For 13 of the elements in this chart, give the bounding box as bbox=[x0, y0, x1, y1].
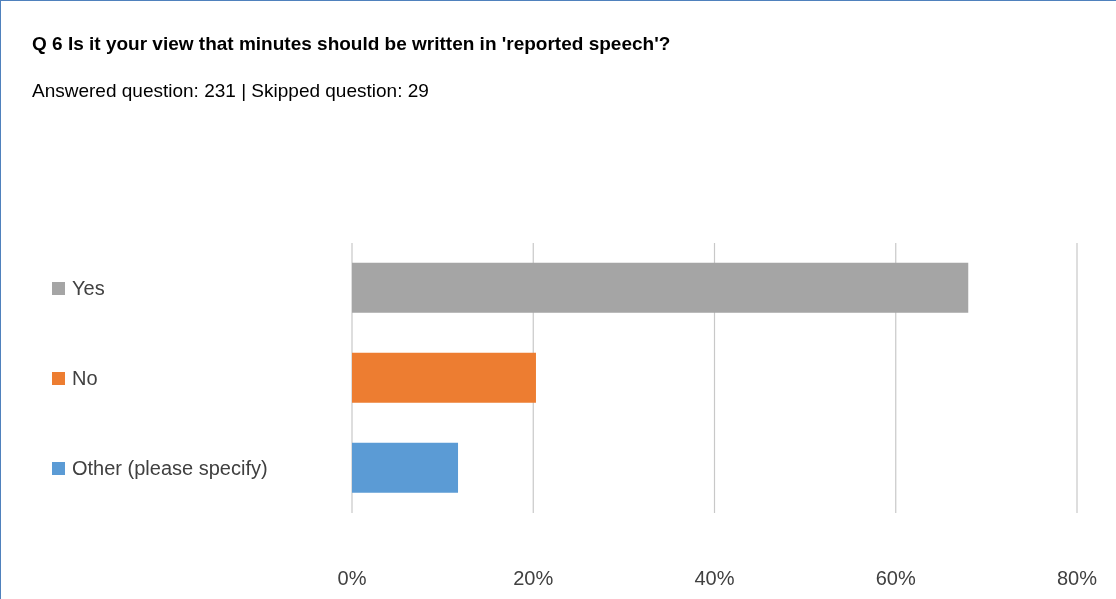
chart-subtitle: Answered question: 231 | Skipped question: 29 bbox=[32, 80, 429, 102]
bar bbox=[352, 262, 969, 313]
y-tick-label: No bbox=[72, 367, 98, 389]
x-tick-label: 20% bbox=[513, 567, 554, 590]
x-tick-label: 0% bbox=[337, 567, 367, 590]
bar bbox=[352, 442, 459, 493]
x-tick-label: 80% bbox=[1056, 567, 1098, 590]
x-tick-label: 40% bbox=[694, 567, 735, 590]
x-tick-label: 60% bbox=[875, 567, 916, 590]
y-tick-label: Other (please specify) bbox=[72, 457, 268, 479]
y-tick-label: Yes bbox=[72, 277, 105, 299]
bar bbox=[352, 352, 536, 403]
chart-title: Q 6 Is it your view that minutes should be written in 'reported speech'? bbox=[32, 33, 671, 55]
